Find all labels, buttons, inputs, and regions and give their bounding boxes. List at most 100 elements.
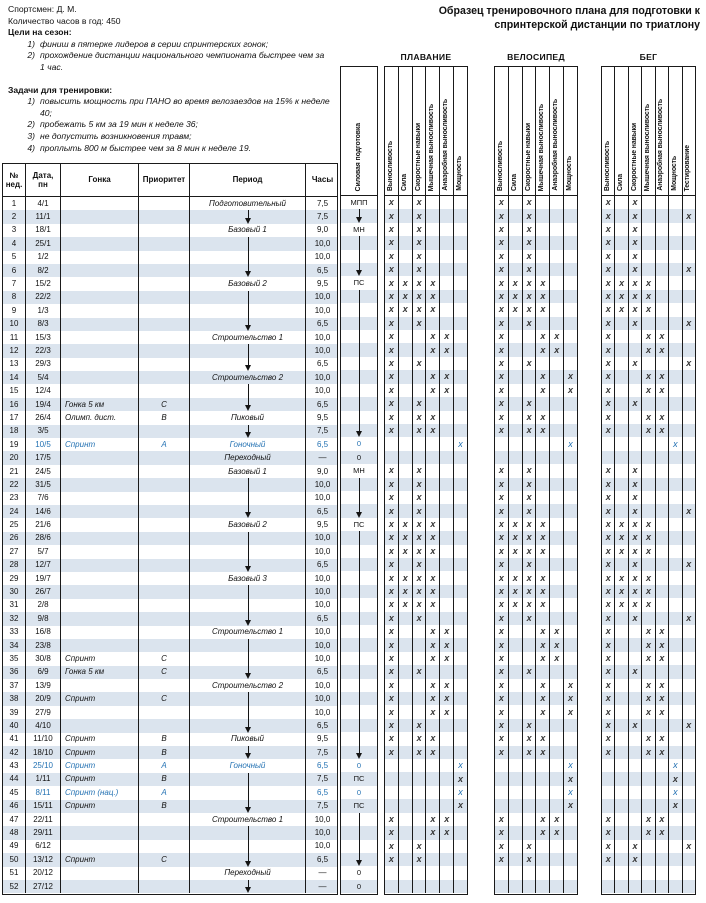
mark-cell [564,732,577,745]
race-cell [61,330,139,345]
mark-cell: х [523,571,537,585]
week-cell: 49 [3,839,26,854]
x-mark: х [416,585,422,596]
x-mark: х [632,532,638,543]
x-mark: х [430,291,436,302]
mark-cell: х [413,571,427,585]
strength-cell: 0 [341,437,377,450]
mark-cell [454,464,467,477]
mark-cell [615,397,629,411]
strength-row [341,732,377,746]
x-mark: х [659,639,665,650]
x-mark: х [659,626,665,637]
x-mark: х [686,559,692,570]
mark-cell [509,772,523,786]
mark-cell: х [602,209,616,223]
strength-row [341,330,377,344]
priority-cell: C [139,665,190,680]
mark-cell [536,356,551,371]
mark-cell [413,625,427,639]
flow-line [359,236,360,250]
mark-cell: х [454,437,467,450]
mark-cell: х [523,598,537,612]
x-mark: х [416,518,422,529]
x-mark: х [388,706,394,717]
x-mark: х [605,277,611,288]
flow-line [247,799,249,808]
x-mark: х [498,639,504,650]
x-mark: х [632,224,638,235]
table-row: 28 12/7 6,5 [3,558,337,572]
mark-cell [523,826,537,840]
group-row [495,450,577,465]
mark-cell [629,423,643,438]
mark-cell: х [413,517,427,532]
x-mark: х [526,250,532,261]
mark-cell [454,236,467,249]
group-header: Выносливость Сила Скоростные навыки Мышечна… [385,67,467,196]
mark-cell [615,504,629,518]
mark-cell: х [656,705,670,719]
mark-cell [683,330,695,343]
mark-cell [615,852,629,867]
mark-cell [413,705,427,719]
mark-cell [550,799,565,813]
priority-cell [139,558,190,572]
x-mark: х [388,425,394,436]
cell-text: Базовый 1 [228,466,267,476]
mark-cell [642,852,656,867]
x-mark: х [540,693,546,704]
col-header-vertical: Выносливость [385,67,399,195]
mark-cell [564,196,577,209]
col-header-vertical: Мощность [454,67,467,195]
mark-cell: х [413,504,427,518]
x-mark: х [605,666,611,677]
mark-cell [642,799,656,813]
mark-cell: х [602,638,616,652]
group-row [495,866,577,880]
mark-cell [523,866,537,880]
hours-cell: 10,0 [314,546,331,556]
hours-cell: 9,5 [316,520,329,530]
strength-cell [341,571,377,585]
x-mark: х [605,358,611,369]
mark-cell: х [413,289,427,304]
mark-cell [656,437,670,451]
mark-cell: х [602,397,616,411]
mark-cell [426,665,441,679]
mark-cell [440,718,455,733]
mark-cell: х [602,383,616,398]
flow-line [247,210,249,219]
priority-cell [139,223,190,238]
x-mark: х [498,197,504,208]
mark-cell [642,665,656,679]
table-row: 36 6/9 Гонка 5 км C 6,5 [3,665,337,680]
mark-cell [550,665,565,679]
hours-cell: 10,0 [314,573,331,583]
task-text: повысить мощность при ПАНО во время вело… [40,96,330,118]
date-cell: 1/2 [26,250,61,264]
race-cell [61,545,139,559]
mark-cell: х [440,678,455,693]
mark-cell: х [656,678,670,693]
mark-cell [440,759,455,773]
strength-cell: 0 [341,866,377,879]
mark-cell: х [523,289,537,304]
arrow-down-icon [356,216,362,223]
mark-cell [656,785,670,800]
mark-cell [615,557,629,572]
x-mark: х [430,679,436,690]
x-mark: х [540,679,546,690]
period-cell [190,786,306,800]
mark-cell [523,812,537,827]
mark-cell [602,759,616,773]
week-cell: 8 [3,290,26,305]
